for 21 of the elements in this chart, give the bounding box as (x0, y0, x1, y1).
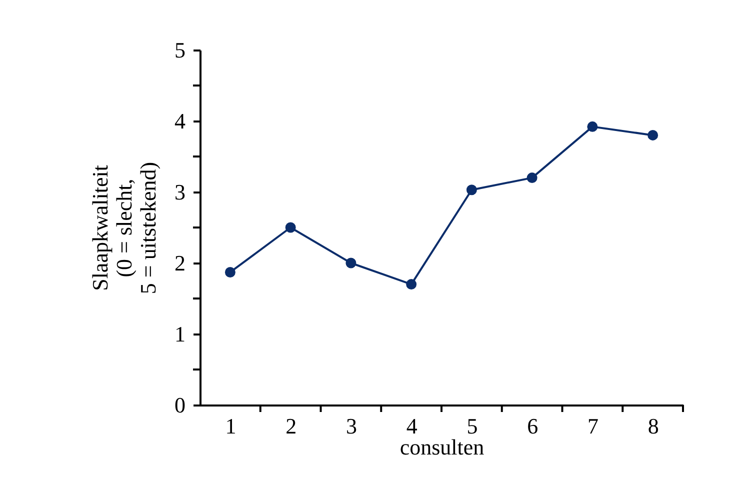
y-tick-label: 5 (174, 38, 186, 62)
point (587, 121, 598, 132)
point (466, 184, 477, 196)
y-tick-label: 4 (174, 108, 186, 134)
point (346, 258, 356, 268)
point (526, 172, 538, 184)
y-tick-label: 0 (174, 392, 186, 418)
x-tick-label: 6 (527, 414, 538, 438)
x-tick-label: 1 (225, 414, 236, 438)
y-tick-label: 3 (174, 180, 186, 204)
point (406, 279, 417, 290)
x-tick-label: 3 (346, 414, 357, 438)
point (224, 266, 236, 278)
y-tick-label: 1 (174, 322, 186, 346)
point (285, 222, 296, 233)
x-tick-label: 8 (648, 414, 659, 438)
x-tick-label: 2 (286, 414, 297, 438)
y-tick-label: 2 (174, 250, 186, 276)
y-axis-title: Slaapkwaliteit (0 = slecht, 5 = uitstekend) (88, 162, 160, 294)
x-tick-label: 7 (587, 414, 598, 438)
point (648, 130, 658, 140)
